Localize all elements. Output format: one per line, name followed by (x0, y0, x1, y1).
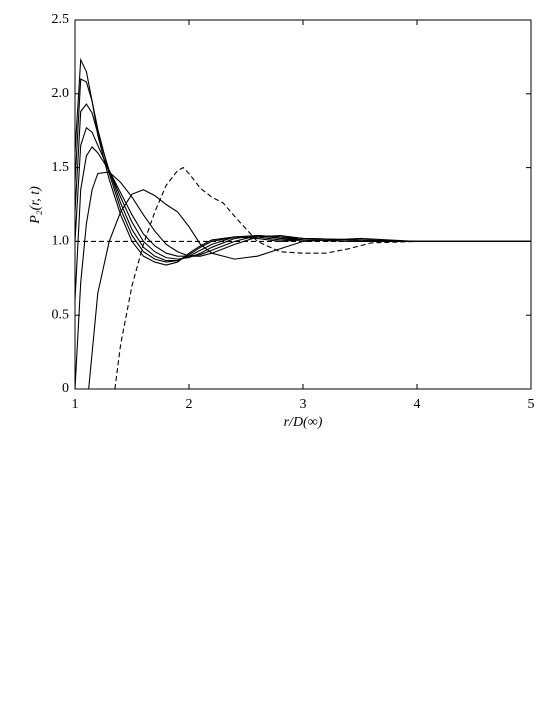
y-tick-label: 0 (62, 381, 69, 396)
series-line (74, 171, 531, 390)
series-line (74, 146, 531, 301)
x-tick-label: 2 (186, 397, 193, 412)
y-tick-label: 0.5 (52, 307, 70, 322)
series-line (74, 103, 531, 262)
series-line (74, 126, 531, 260)
x-tick-label: 4 (414, 397, 421, 412)
series-line (74, 57, 531, 266)
y-tick-label: 1.0 (52, 234, 70, 249)
y-tick-label: 1.5 (52, 160, 70, 175)
series-line (74, 78, 531, 263)
x-tick-label: 3 (300, 397, 307, 412)
y-tick-label: 2.5 (52, 12, 70, 27)
plot-frame (74, 19, 532, 390)
x-tick-label: 5 (528, 397, 535, 412)
x-tick-label: 1 (72, 397, 79, 412)
series-line (114, 166, 531, 390)
series-line (88, 189, 531, 390)
x-axis-label: r/D(∞) (284, 415, 323, 430)
y-tick-label: 2.0 (52, 86, 70, 101)
y-axis-label: P₂(r, t) (28, 186, 43, 225)
